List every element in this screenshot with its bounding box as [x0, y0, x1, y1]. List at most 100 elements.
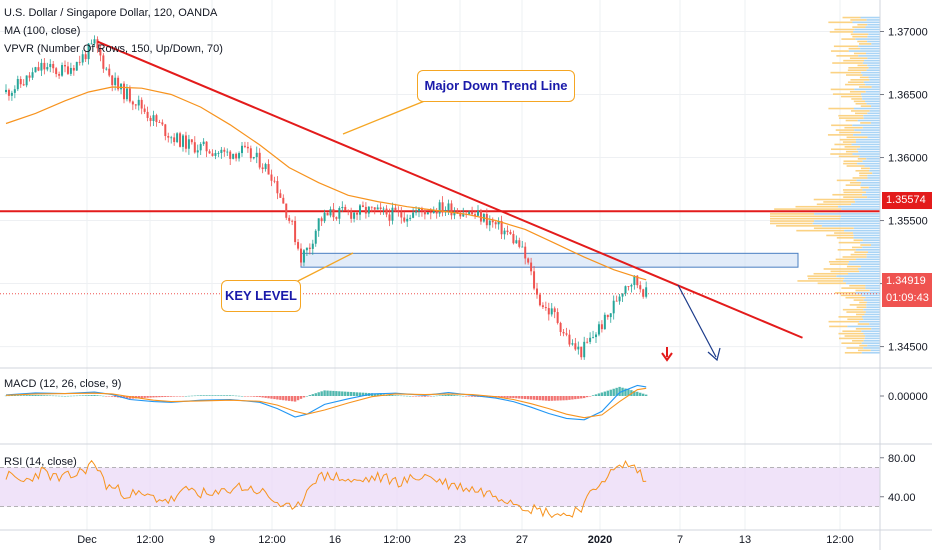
- candlestick[interactable]: [252, 157, 255, 159]
- candlestick[interactable]: [235, 153, 238, 159]
- candlestick[interactable]: [64, 65, 66, 67]
- candlestick[interactable]: [176, 133, 179, 143]
- candlestick[interactable]: [488, 220, 491, 226]
- candlestick[interactable]: [16, 79, 19, 90]
- candlestick[interactable]: [606, 314, 609, 318]
- candlestick[interactable]: [423, 210, 426, 215]
- candlestick[interactable]: [633, 275, 636, 285]
- candlestick[interactable]: [288, 217, 291, 221]
- macd-line[interactable]: [5, 384, 647, 421]
- candlestick[interactable]: [367, 206, 370, 214]
- candlestick[interactable]: [450, 203, 453, 216]
- candlestick[interactable]: [515, 240, 518, 244]
- candlestick[interactable]: [249, 148, 252, 159]
- candlestick[interactable]: [494, 222, 497, 225]
- candlestick[interactable]: [279, 193, 282, 198]
- key-level-note[interactable]: KEY LEVEL: [221, 280, 301, 312]
- candlestick[interactable]: [84, 54, 87, 60]
- candlestick[interactable]: [376, 207, 379, 210]
- candlestick[interactable]: [506, 230, 509, 233]
- candlestick[interactable]: [397, 211, 400, 213]
- candlestick[interactable]: [75, 61, 78, 71]
- candlestick[interactable]: [111, 75, 114, 86]
- macd-pane[interactable]: [4, 384, 648, 421]
- candlestick[interactable]: [595, 334, 597, 338]
- candlestick[interactable]: [317, 218, 320, 231]
- candlestick[interactable]: [294, 220, 297, 243]
- candlestick[interactable]: [524, 246, 527, 259]
- candlestick[interactable]: [220, 149, 223, 153]
- candlestick[interactable]: [645, 287, 648, 297]
- candlestick[interactable]: [361, 205, 364, 207]
- candlestick[interactable]: [400, 211, 403, 218]
- candlestick[interactable]: [627, 286, 630, 287]
- candlestick[interactable]: [152, 115, 155, 121]
- candlestick[interactable]: [536, 288, 538, 295]
- candlestick[interactable]: [406, 218, 409, 222]
- candlestick[interactable]: [31, 72, 34, 78]
- candlestick[interactable]: [205, 141, 208, 152]
- candlestick[interactable]: [559, 322, 562, 332]
- candlestick[interactable]: [379, 207, 382, 210]
- candlestick[interactable]: [10, 92, 13, 96]
- candlestick[interactable]: [270, 174, 273, 181]
- candlestick[interactable]: [583, 341, 586, 358]
- macd-signal-line[interactable]: [5, 387, 647, 419]
- candlestick[interactable]: [353, 212, 356, 219]
- moving-average-line[interactable]: [5, 86, 647, 281]
- down-trend-line[interactable]: [97, 40, 803, 339]
- candlestick[interactable]: [223, 149, 226, 152]
- candlestick[interactable]: [297, 242, 300, 249]
- candlestick[interactable]: [243, 145, 246, 147]
- candlestick[interactable]: [87, 43, 90, 60]
- candlestick[interactable]: [435, 210, 438, 214]
- candlestick[interactable]: [394, 207, 397, 212]
- candlestick[interactable]: [615, 300, 618, 302]
- rsi-line[interactable]: [5, 459, 647, 519]
- candlestick[interactable]: [477, 210, 479, 216]
- candlestick[interactable]: [214, 153, 217, 156]
- candlestick[interactable]: [190, 139, 193, 143]
- candlestick[interactable]: [232, 153, 235, 159]
- candlestick[interactable]: [577, 346, 580, 350]
- candlestick[interactable]: [28, 75, 31, 78]
- candlestick[interactable]: [300, 248, 302, 263]
- candlestick[interactable]: [273, 180, 276, 182]
- candlestick[interactable]: [226, 151, 229, 153]
- candlestick[interactable]: [574, 343, 577, 350]
- candlestick[interactable]: [61, 65, 64, 76]
- candlestick[interactable]: [120, 83, 123, 90]
- candlestick[interactable]: [441, 202, 444, 213]
- candlestick[interactable]: [409, 217, 412, 219]
- candlestick[interactable]: [568, 334, 571, 345]
- candlestick[interactable]: [438, 202, 441, 214]
- candlestick[interactable]: [432, 210, 435, 214]
- candlestick[interactable]: [485, 214, 488, 226]
- candlestick[interactable]: [326, 212, 329, 216]
- candlestick[interactable]: [258, 152, 261, 168]
- candlestick[interactable]: [359, 205, 361, 215]
- candlestick[interactable]: [229, 151, 232, 159]
- candlestick[interactable]: [541, 305, 544, 308]
- candlestick[interactable]: [630, 284, 633, 287]
- candlestick[interactable]: [429, 212, 432, 214]
- candlestick[interactable]: [114, 77, 117, 86]
- candlestick[interactable]: [527, 258, 530, 263]
- candlestick[interactable]: [78, 61, 81, 63]
- candlestick[interactable]: [533, 271, 536, 289]
- candlestick[interactable]: [621, 293, 624, 297]
- candlestick[interactable]: [140, 99, 143, 109]
- candlestick[interactable]: [589, 337, 592, 342]
- candlestick[interactable]: [264, 164, 267, 170]
- candlestick[interactable]: [391, 207, 394, 221]
- candlestick[interactable]: [571, 343, 574, 345]
- candlestick[interactable]: [282, 197, 285, 204]
- candlestick[interactable]: [403, 217, 406, 222]
- candlestick[interactable]: [43, 62, 46, 70]
- candlestick[interactable]: [93, 39, 96, 44]
- candlestick[interactable]: [323, 212, 326, 222]
- candlestick[interactable]: [491, 220, 494, 223]
- candlestick[interactable]: [208, 151, 211, 154]
- candlestick[interactable]: [193, 142, 196, 153]
- candlestick[interactable]: [123, 83, 125, 100]
